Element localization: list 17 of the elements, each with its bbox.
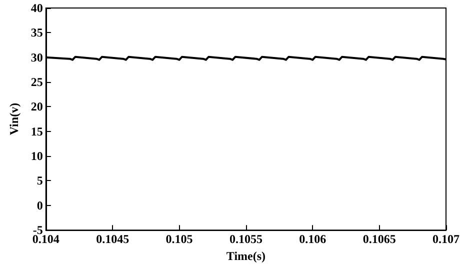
- y-axis-title: Vin(v): [7, 102, 21, 136]
- y-tick-label: 0: [36, 198, 43, 212]
- x-axis-title: Time(s): [226, 249, 266, 263]
- x-tick-label: 0.107: [432, 232, 460, 246]
- y-tick-label: 25: [30, 75, 43, 90]
- x-tick-label: 0.106: [299, 232, 326, 246]
- y-tick-label: 5: [36, 174, 43, 188]
- y-tick-label: 40: [30, 1, 43, 15]
- y-tick-label: 35: [30, 26, 43, 40]
- x-tick-label: 0.1055: [229, 232, 262, 246]
- x-tick-label: 0.105: [166, 232, 193, 246]
- x-tick-label: 0.1065: [362, 232, 396, 246]
- y-tick-label: 10: [30, 149, 43, 164]
- x-tick-label: 0.1045: [96, 232, 130, 246]
- y-tick-label: 15: [30, 124, 43, 138]
- y-tick-label: 20: [30, 100, 43, 114]
- y-tick-label: 30: [30, 50, 43, 64]
